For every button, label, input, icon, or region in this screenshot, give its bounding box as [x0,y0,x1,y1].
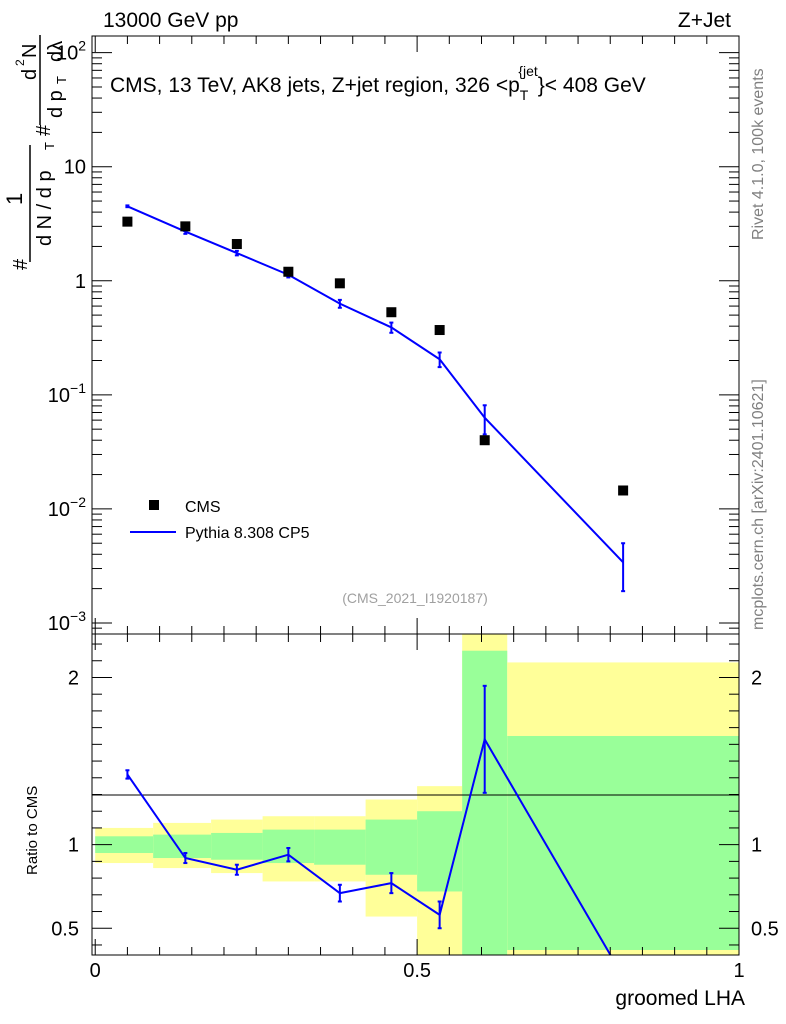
main-frame [91,35,740,635]
ratio-ticks: 0.5 0.5 1 1 2 2 0 0.5 1 [51,634,779,982]
ytitle-hash-1: # [10,258,32,270]
ratio-band-green [211,832,263,860]
ytitle-sq: 2 [13,59,27,66]
x-axis-label: groomed LHA [615,987,745,1010]
main-series [122,204,629,593]
main-y-tick-label: 102 [56,38,86,65]
ratio-band-green [417,811,463,892]
ratio-y-label: Ratio to CMS [24,786,41,875]
ytitle-dlambda: dλ [45,41,67,62]
cms-point [231,239,242,250]
ytitle-dp: d p [45,90,67,118]
x-tick-label: 1 [733,960,744,982]
ytitle-one: 1 [2,193,27,205]
main-panel: 10−3 10−2 10−1 1 10 102 CMS, 13 TeV, AK8 jets… [48,35,740,635]
cms-point [434,325,445,336]
legend-label-pythia: Pythia 8.308 CP5 [185,525,310,542]
title-sup: {jet [518,63,538,79]
main-y-tick-label: 1 [75,271,86,293]
ratio-y-tick-label: 1 [68,835,79,857]
cms-point [479,435,490,446]
ratio-y-tick-label-right: 0.5 [751,918,779,940]
cms-point [618,485,629,496]
header-right: Z+Jet [678,9,731,32]
ratio-band-green [314,829,366,865]
header-left: 13000 GeV pp [103,9,238,32]
ytitle-T-2: T [54,76,69,84]
ytitle-hash-2: # [33,124,55,136]
ratio-y-tick-label: 2 [68,667,79,689]
ytitle-dN: d N / d p [34,170,56,246]
legend: CMS Pythia 8.308 CP5 [130,499,310,542]
main-y-tick-label: 10−1 [48,380,86,407]
ytitle-T-1: T [42,142,57,150]
ratio-series [125,684,612,955]
ratio-band-green [95,836,154,854]
main-title: CMS, 13 TeV, AK8 jets, Z+jet region, 326… [110,63,646,103]
ratio-band-green [365,819,418,875]
cms-point [386,307,397,318]
ratio-y-tick-label: 0.5 [51,918,79,940]
main-y-ticks: 10−3 10−2 10−1 1 10 102 [48,36,740,635]
ratio-band-green [153,834,212,859]
cms-point [180,221,191,232]
title-sub: T [520,87,529,103]
main-y-tick-label: 10−2 [48,494,86,521]
legend-label-cms: CMS [185,499,221,516]
cms-point [283,266,294,277]
ratio-panel: 0.5 0.5 1 1 2 2 0 0.5 1 Ratio to CMS groomed LHA [24,633,779,1010]
x-tick-label: 0 [90,960,101,982]
legend-marker-cms [149,500,159,510]
analysis-watermark: (CMS_2021_I1920187) [342,590,488,606]
ytitle-d: d [19,69,41,80]
ratio-band-green [507,735,739,950]
cms-point [334,278,345,289]
title-after: }< 408 GeV [538,74,646,97]
main-y-axis-title: # 1 d N / d p T # d 2 N d p T dλ [2,35,69,270]
title-before: CMS, 13 TeV, AK8 jets, Z+jet region, 326… [110,74,520,97]
mcplots-info: mcplots.cern.ch [arXiv:2401.10621] [750,379,767,630]
rivet-info: Rivet 4.1.0, 100k events [750,68,767,240]
x-tick-label: 0.5 [403,960,431,982]
main-y-tick-label: 10 [64,157,86,179]
ratio-y-tick-label-right: 1 [751,835,762,857]
main-y-tick-label: 10−3 [48,608,86,635]
cms-point [122,216,133,227]
ratio-y-tick-label-right: 2 [751,667,762,689]
ytitle-N: N [19,44,41,58]
